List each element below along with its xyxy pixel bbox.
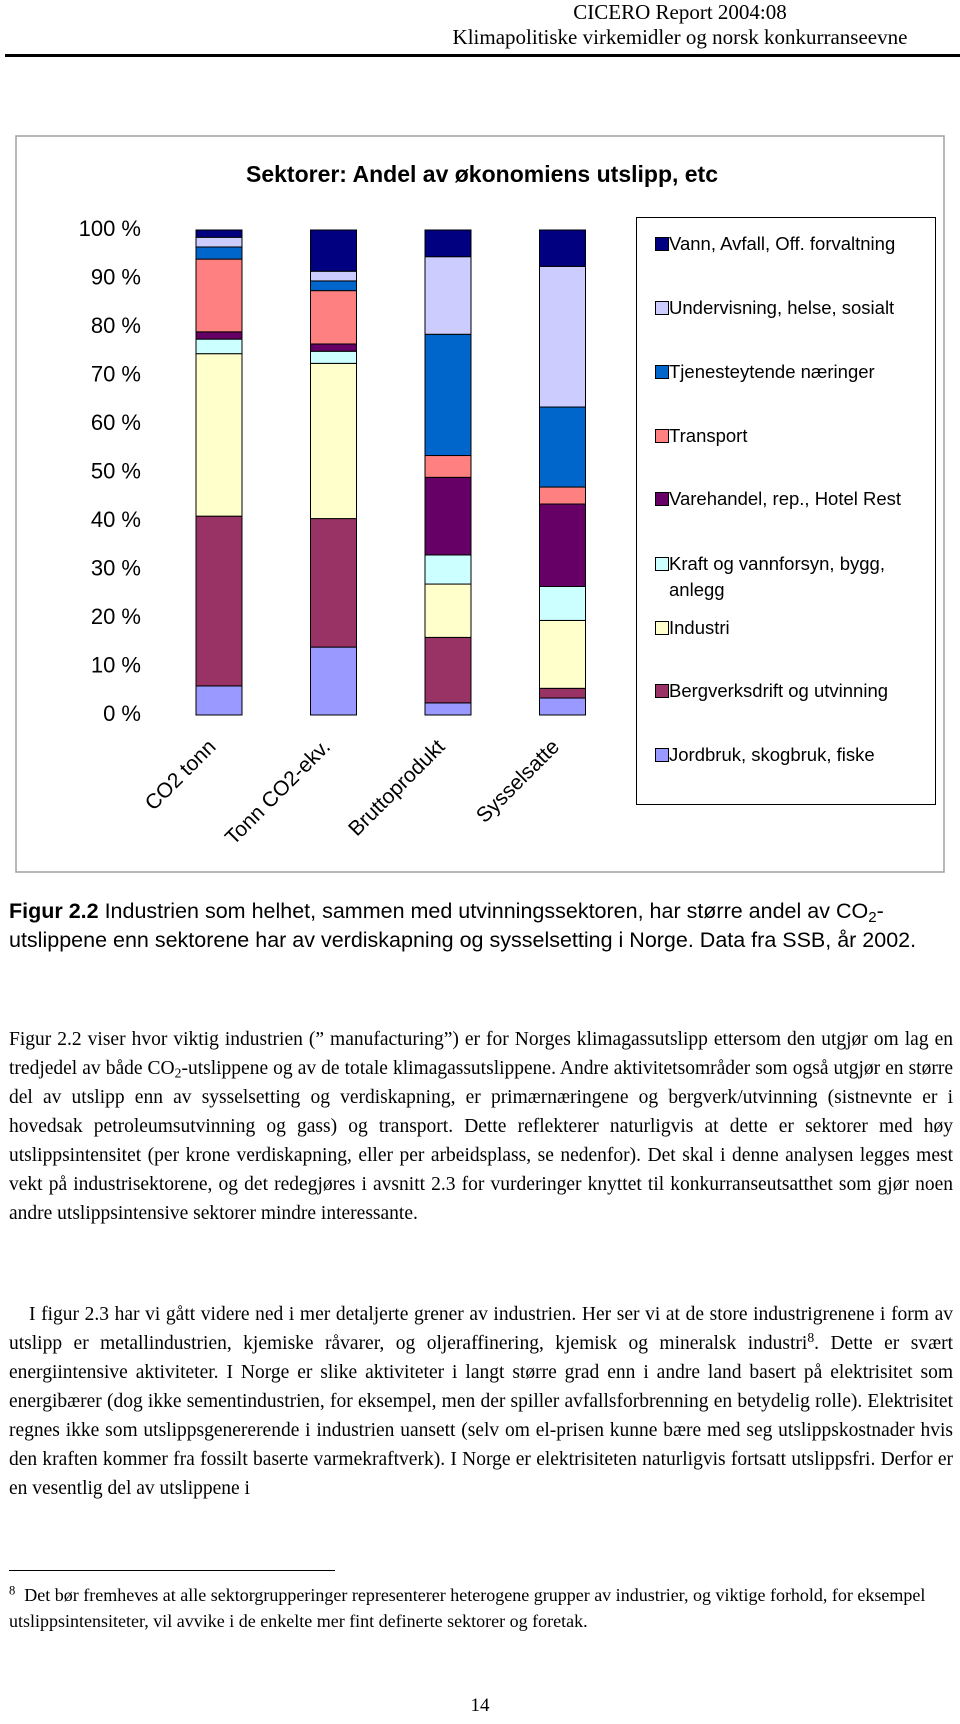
bar-segment	[424, 229, 472, 258]
bar-segment	[424, 455, 472, 478]
legend-swatch	[655, 684, 669, 698]
chart-title: Sektorer: Andel av økonomiens utslipp, e…	[246, 161, 718, 187]
page-number: 14	[470, 1695, 490, 1716]
legend-swatch	[655, 365, 669, 379]
caption-text: -utslippene enn sektorene har av verdisk…	[9, 899, 917, 952]
footnote: 8 Det bør fremheves at alle sektorgruppe…	[9, 1582, 953, 1634]
footnote-text: Det bør fremheves at alle sektorgrupperi…	[9, 1585, 926, 1631]
bar-segment	[424, 636, 472, 704]
footnote-ref: 8	[807, 1330, 815, 1346]
y-tick-label: 30 %	[91, 555, 141, 580]
bar-segment	[310, 280, 357, 292]
bar-segment	[195, 331, 243, 340]
bar-segment	[310, 350, 357, 364]
y-tick-label: 90 %	[91, 264, 141, 289]
bar-segment	[310, 518, 357, 648]
y-tick-label: 10 %	[91, 652, 141, 677]
legend: Vann, Avfall, Off. forvaltning Undervisni…	[636, 217, 936, 805]
legend-swatch	[655, 557, 669, 571]
subscript: 2	[174, 1065, 182, 1081]
y-tick-label: 60 %	[91, 410, 141, 435]
legend-swatch	[655, 301, 669, 315]
bar-segment	[539, 503, 586, 587]
bar-segment	[539, 687, 586, 699]
footnote-rule	[9, 1570, 335, 1571]
bar-segment	[195, 353, 243, 517]
bar-segment	[539, 229, 586, 267]
legend-label: Industri	[669, 617, 730, 638]
bar-segment	[310, 362, 357, 520]
bar-segment	[310, 290, 357, 345]
report-id: CICERO Report 2004:08	[573, 0, 787, 24]
bar-segment	[195, 236, 243, 248]
caption-text: Industrien som helhet, sammen med utvinn…	[98, 899, 869, 923]
bar-segment	[310, 270, 357, 282]
bar-segment	[539, 406, 586, 488]
legend-label: Undervisning, helse, sosialt	[669, 297, 895, 318]
legend-label: Transport	[669, 425, 748, 446]
y-tick-label: 70 %	[91, 361, 141, 386]
y-tick-label: 20 %	[91, 604, 141, 629]
bar-segment	[424, 702, 472, 716]
bar-segment	[310, 343, 357, 352]
legend-swatch	[655, 429, 669, 443]
bar-segment	[424, 554, 472, 585]
legend-label: Bergverksdrift og utvinning	[669, 680, 889, 701]
bar-segment	[424, 333, 472, 457]
legend-swatch	[655, 748, 669, 762]
bar-segment	[195, 515, 243, 687]
legend-swatch	[655, 237, 669, 251]
header-rule	[5, 54, 960, 57]
legend-label: Jordbruk, skogbruk, fiske	[669, 744, 875, 765]
bar-segment	[310, 646, 357, 716]
bar-segment	[539, 697, 586, 716]
paragraph: I figur 2.3 har vi gått videre ned i mer…	[9, 1300, 953, 1503]
bar-segment	[195, 246, 243, 260]
bar-segment	[539, 619, 586, 689]
paragraph: Figur 2.2 viser hvor viktig industrien (…	[9, 1025, 953, 1228]
bar-segment	[424, 583, 472, 638]
bar-segment	[195, 229, 243, 238]
bar-segment	[424, 256, 472, 335]
footnote-marker: 8	[9, 1583, 16, 1598]
text: -utslippene og av de totale klimagassuts…	[9, 1058, 953, 1224]
bar-segment	[539, 585, 586, 621]
caption-label: Figur 2.2	[9, 899, 99, 923]
caption-sub: 2	[868, 908, 877, 926]
y-tick-label: 50 %	[91, 458, 141, 483]
legend-swatch	[655, 492, 669, 506]
legend-label: Kraft og vannforsyn, bygg, anlegg	[669, 553, 885, 600]
text: I figur 2.3 har vi gått videre ned i mer…	[9, 1304, 953, 1354]
legend-swatch	[655, 621, 669, 635]
report-subtitle: Klimapolitiske virkemidler og norsk konk…	[452, 25, 908, 49]
bar-segment	[539, 486, 586, 505]
text: Figur 2.2 viser hvor viktig industrien (…	[9, 1029, 953, 1079]
bar-segment	[310, 229, 357, 272]
legend-label: Tjenesteytende næringer	[669, 361, 875, 382]
y-tick-label: 0 %	[103, 701, 141, 726]
figure-caption: Figur 2.2 Industrien som helhet, sammen …	[9, 897, 953, 955]
bar-segment	[424, 476, 472, 556]
bar-segment	[195, 258, 243, 333]
y-tick-label: 40 %	[91, 507, 141, 532]
bar-segment	[195, 685, 243, 716]
bar-segment	[539, 265, 586, 408]
bar-segment	[195, 338, 243, 355]
legend-label: Varehandel, rep., Hotel Rest	[669, 488, 902, 509]
y-tick-label: 80 %	[91, 313, 141, 338]
legend-label: Vann, Avfall, Off. forvaltning	[669, 233, 896, 254]
y-tick-label: 100 %	[79, 216, 141, 241]
text: . Dette er svært energiintensive aktivit…	[9, 1333, 953, 1499]
